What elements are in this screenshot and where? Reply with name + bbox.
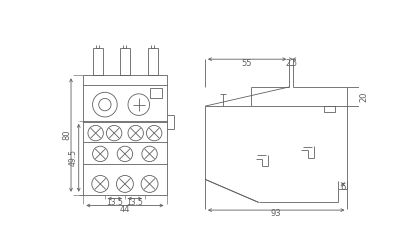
Text: 2.5: 2.5 — [285, 59, 297, 68]
Text: 80: 80 — [62, 130, 71, 140]
Bar — [83, 75, 166, 195]
Text: 49.5: 49.5 — [69, 149, 78, 166]
Text: 20: 20 — [360, 91, 369, 102]
Bar — [120, 48, 130, 75]
Bar — [324, 106, 335, 112]
Text: 13.5: 13.5 — [126, 198, 143, 207]
Bar — [150, 88, 162, 98]
Bar — [92, 48, 102, 75]
Text: 55: 55 — [242, 59, 252, 68]
Text: 93: 93 — [271, 209, 282, 218]
Text: 44: 44 — [120, 205, 130, 214]
Bar — [148, 48, 158, 75]
Text: 13.5: 13.5 — [106, 198, 123, 207]
Text: 6: 6 — [340, 183, 346, 192]
